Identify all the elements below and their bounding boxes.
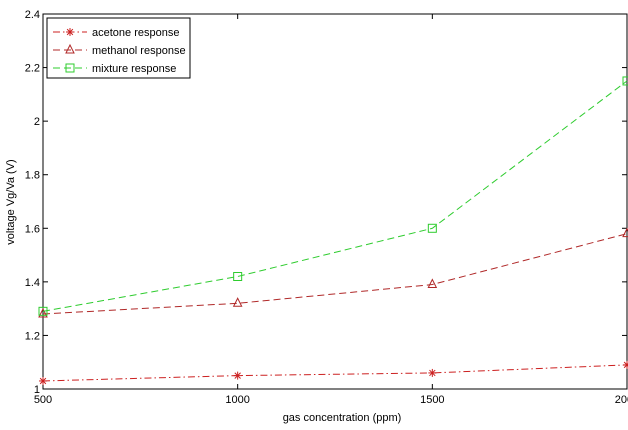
y-tick-label: 2.2 bbox=[25, 63, 40, 75]
y-axis-label: voltage Vg/Va (V) bbox=[5, 159, 17, 244]
data-point bbox=[427, 278, 438, 289]
data-point bbox=[427, 223, 437, 233]
y-tick-label: 1 bbox=[34, 384, 40, 396]
legend-entry-label: mixture response bbox=[92, 63, 176, 75]
y-tick-label: 1.8 bbox=[25, 170, 40, 182]
data-point bbox=[232, 297, 243, 307]
data-point bbox=[428, 368, 437, 377]
data-point bbox=[38, 307, 48, 318]
data-point bbox=[233, 272, 243, 281]
data-point bbox=[622, 227, 628, 238]
y-tick-label: 1.6 bbox=[25, 223, 40, 235]
series-layer bbox=[38, 76, 628, 385]
legend-entry-label: acetone response bbox=[92, 27, 179, 39]
x-axis: 500 1000 1500 2000 bbox=[34, 14, 628, 406]
legend-entry-label: methanol response bbox=[92, 45, 186, 57]
legend-marker bbox=[65, 43, 75, 54]
data-point bbox=[233, 371, 242, 380]
x-tick-label: 500 bbox=[34, 394, 52, 406]
legend-marker bbox=[65, 63, 75, 73]
series-line-2 bbox=[42, 80, 628, 312]
y-tick-label: 2 bbox=[34, 116, 40, 128]
data-point bbox=[39, 376, 47, 385]
series-line-1 bbox=[42, 233, 628, 315]
y-tick-label: 1.2 bbox=[25, 330, 40, 342]
data-point bbox=[38, 306, 48, 316]
data-point bbox=[622, 76, 628, 86]
y-axis: 1 1.2 1.4 1.6 1.8 2 2.2 2.4 bbox=[25, 9, 627, 396]
legend-marker bbox=[66, 28, 74, 36]
data-point bbox=[623, 360, 628, 369]
y-tick-label: 2.4 bbox=[25, 9, 40, 21]
x-axis-label: gas concentration (ppm) bbox=[283, 412, 402, 424]
series-line-0 bbox=[42, 364, 628, 382]
y-tick-label: 1.4 bbox=[25, 277, 40, 289]
x-tick-label: 1500 bbox=[420, 394, 444, 406]
legend: acetone response methanol response mixture… bbox=[46, 17, 191, 79]
x-tick-label: 2000 bbox=[615, 394, 628, 406]
x-tick-label: 1000 bbox=[225, 394, 249, 406]
